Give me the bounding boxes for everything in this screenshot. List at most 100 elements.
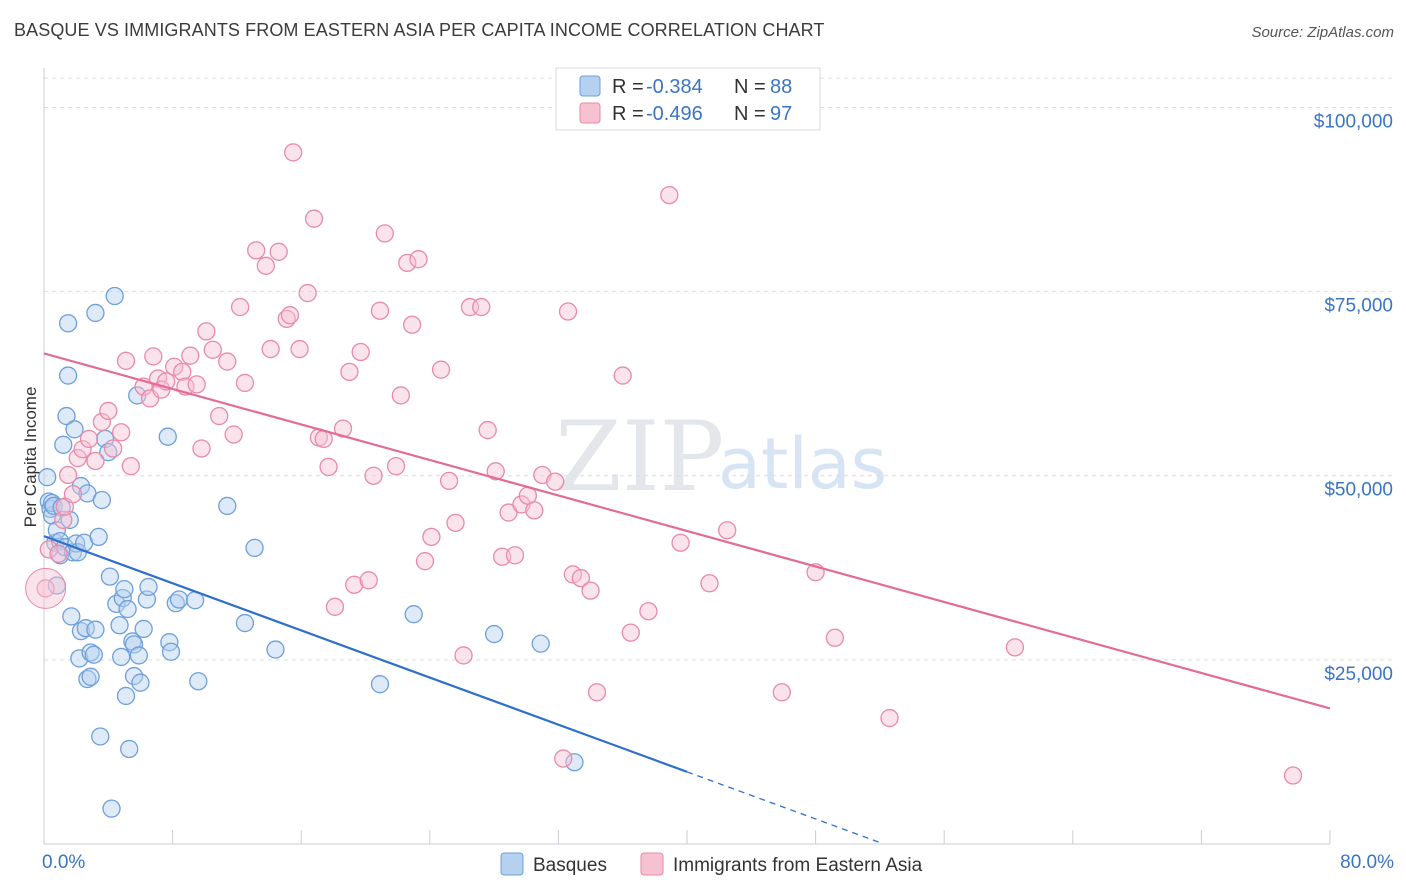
data-point — [210, 406, 229, 426]
x-tick-label-min: 0.0% — [42, 852, 85, 873]
data-point — [266, 640, 285, 659]
data-point — [422, 527, 441, 547]
data-point — [546, 472, 565, 491]
top-legend: R = -0.384 N = 88 R = -0.496 N = 97 — [555, 67, 821, 131]
series-eastern-asia — [25, 143, 1303, 785]
data-point — [105, 286, 124, 306]
data-point — [36, 579, 55, 598]
data-point — [671, 533, 690, 552]
data-point — [446, 513, 465, 533]
data-point — [280, 306, 300, 325]
data-point — [415, 552, 435, 571]
data-point — [58, 314, 78, 333]
data-point — [499, 503, 518, 522]
data-point — [269, 242, 288, 261]
data-point — [81, 667, 100, 686]
axes — [43, 68, 1331, 845]
bottom-legend-label-eastern-asia: Immigrants from Eastern Asia — [673, 855, 923, 876]
chart-source: Source: ZipAtlas.com — [1251, 24, 1394, 41]
data-point — [639, 602, 658, 621]
data-point — [472, 297, 491, 317]
data-point — [558, 302, 578, 321]
data-point — [484, 624, 504, 644]
data-point-large — [25, 567, 67, 609]
data-point — [63, 484, 83, 504]
data-point — [319, 457, 338, 477]
data-point — [57, 406, 76, 426]
data-point — [110, 616, 129, 635]
data-point — [1283, 766, 1303, 785]
watermark-zip: ZIP — [555, 401, 724, 513]
data-point — [478, 420, 497, 440]
y-tick-label: $100,000 — [1314, 111, 1393, 132]
data-point — [298, 283, 317, 303]
data-point — [62, 607, 81, 626]
data-point — [73, 440, 92, 459]
data-point — [112, 647, 131, 667]
data-point — [81, 643, 100, 662]
data-point — [54, 510, 73, 530]
data-point — [375, 224, 394, 243]
data-point — [409, 250, 428, 269]
data-point — [39, 540, 58, 559]
legend-n-value-eastern-asia: 97 — [770, 103, 792, 125]
y-tick-label: $25,000 — [1324, 664, 1393, 685]
data-point — [247, 241, 266, 260]
data-point — [565, 753, 584, 772]
data-point — [58, 366, 78, 385]
legend-r-label-basques: R = — [612, 76, 644, 98]
data-point — [124, 635, 144, 654]
data-point — [340, 362, 359, 382]
data-point — [290, 339, 309, 359]
data-point — [571, 568, 591, 588]
legend-r-value-eastern-asia: -0.496 — [646, 103, 703, 125]
data-point — [99, 401, 118, 421]
data-point — [505, 546, 525, 565]
data-point — [1005, 638, 1025, 657]
data-point — [134, 619, 153, 639]
data-point — [68, 448, 87, 468]
data-point — [525, 501, 544, 520]
data-point — [144, 347, 163, 366]
data-point — [825, 628, 845, 647]
bottom-legend: Basques Immigrants from Eastern Asia — [500, 852, 923, 876]
data-point — [581, 581, 600, 600]
data-point — [284, 143, 303, 162]
data-point — [364, 466, 383, 485]
data-point — [359, 571, 378, 590]
trend-line-basques — [43, 535, 688, 773]
trend-line-basques-extension — [686, 771, 881, 844]
data-point — [86, 303, 105, 323]
watermark-atlas: atlas — [718, 423, 887, 505]
chart-title: BASQUE VS IMMIGRANTS FROM EASTERN ASIA P… — [14, 20, 825, 40]
data-point — [304, 209, 324, 228]
data-point — [49, 544, 68, 563]
data-point — [325, 597, 345, 616]
legend-r-label-eastern-asia: R = — [612, 103, 644, 125]
data-point — [65, 420, 84, 439]
data-point — [531, 634, 550, 653]
data-point — [58, 465, 78, 485]
data-point — [38, 468, 57, 487]
data-point — [261, 339, 280, 359]
data-point — [256, 256, 275, 275]
data-point — [454, 646, 473, 665]
bottom-legend-label-basques: Basques — [533, 855, 607, 876]
data-point — [203, 340, 222, 359]
y-axis-label: Per Capita Income — [21, 387, 40, 528]
data-point — [91, 727, 110, 746]
data-point — [79, 429, 99, 449]
data-point — [402, 315, 422, 334]
legend-n-label-basques: N = — [734, 76, 766, 98]
data-point — [431, 360, 451, 379]
grid-lines — [44, 77, 1392, 661]
y-tick-label: $75,000 — [1324, 296, 1393, 317]
data-point — [100, 567, 120, 586]
data-point — [92, 490, 112, 510]
data-point — [124, 666, 144, 686]
data-point — [112, 423, 131, 442]
series-basques — [38, 286, 584, 818]
data-point — [700, 574, 719, 593]
data-point — [121, 457, 140, 476]
data-point — [89, 527, 108, 547]
